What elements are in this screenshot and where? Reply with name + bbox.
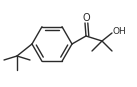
Text: OH: OH [112,27,126,35]
Text: O: O [83,13,90,23]
